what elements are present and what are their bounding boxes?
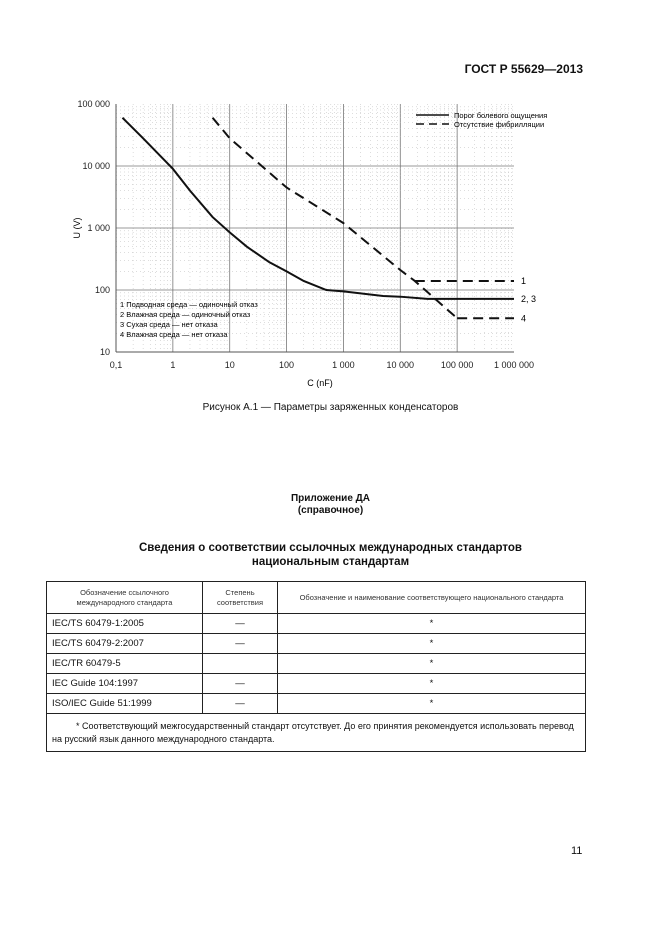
table-cell: — xyxy=(202,633,278,654)
x-tick-label: 1 000 000 xyxy=(494,360,534,370)
curve-label: 4 xyxy=(521,313,526,323)
table-cell: * xyxy=(277,653,586,674)
document-id: ГОСТ Р 55629—2013 xyxy=(464,62,583,76)
capacitor-chart: 0,1 1 10 100 1 000 10 000 100 000 1 000 000 100 … xyxy=(72,99,547,388)
table-cell: — xyxy=(202,673,278,694)
header-cell: Степень соответствия xyxy=(202,581,278,614)
x-tick-label: 10 000 xyxy=(387,360,415,370)
x-axis-label: C (nF) xyxy=(307,378,333,388)
x-tick-label: 1 000 xyxy=(332,360,355,370)
header-cell: Обозначение ссылочного международного ст… xyxy=(46,581,203,614)
x-tick-label: 1 xyxy=(170,360,175,370)
table-cell: IEC Guide 104:1997 xyxy=(46,673,203,694)
x-tick-label: 100 xyxy=(279,360,294,370)
table-row: IEC/TS 60479-1:2005— * xyxy=(46,613,586,634)
table-footnote: * Соответствующий межгосударственный ста… xyxy=(46,713,586,752)
chart-note: 1 Подводная среда — одиночный отказ xyxy=(120,300,258,309)
chart-note: 4 Влажная среда — нет отказа xyxy=(120,330,228,339)
y-axis-label: U (V) xyxy=(72,218,82,239)
table-cell xyxy=(202,653,278,674)
table-cell: — xyxy=(202,613,278,634)
y-tick-label: 100 000 xyxy=(77,99,110,109)
table-cell: * xyxy=(277,633,586,654)
y-tick-label: 1 000 xyxy=(87,223,110,233)
chart-note: 3 Сухая среда — нет отказа xyxy=(120,320,219,329)
series-line-0 xyxy=(121,117,514,300)
table-row: IEC/TS 60479-2:2007— * xyxy=(46,633,586,654)
table-cell: IEC/TS 60479-1:2005 xyxy=(46,613,203,634)
table-header-row: Обозначение ссылочного международного ст… xyxy=(46,581,586,614)
table-row: IEC/TR 60479-5 * xyxy=(46,653,586,674)
table-cell: * xyxy=(277,693,586,714)
table-cell: IEC/TS 60479-2:2007 xyxy=(46,633,203,654)
appendix-heading: Сведения о соответствии ссылочных междун… xyxy=(0,541,661,569)
table-cell: * xyxy=(277,613,586,634)
header-cell: Обозначение и наименование соответствующ… xyxy=(277,581,586,614)
chart-note: 2 Влажная среда — одиночный отказ xyxy=(120,310,251,319)
legend-label: Отсутствие фибрилляции xyxy=(454,120,544,129)
y-tick-label: 10 000 xyxy=(82,161,110,171)
table-row: IEC Guide 104:1997— * xyxy=(46,673,586,694)
table-row: ISO/IEC Guide 51:1999— * xyxy=(46,693,586,714)
heading-line-2: национальным стандартам xyxy=(251,556,410,568)
appendix-subtitle: (справочное) xyxy=(297,505,364,516)
heading-line-1: Сведения о соответствии ссылочных междун… xyxy=(138,542,522,554)
figure-caption: Рисунок А.1 — Параметры заряженных конде… xyxy=(202,402,459,413)
table-cell: ISO/IEC Guide 51:1999 xyxy=(46,693,203,714)
y-tick-label: 10 xyxy=(100,347,110,357)
curve-label: 2, 3 xyxy=(521,294,536,304)
x-tick-label: 10 xyxy=(225,360,235,370)
page-number: 11 xyxy=(571,845,583,857)
y-tick-label: 100 xyxy=(95,285,110,295)
x-tick-label: 0,1 xyxy=(110,360,123,370)
standards-table: Обозначение ссылочного международного ст… xyxy=(46,581,586,752)
x-tick-label: 100 000 xyxy=(441,360,474,370)
table-cell: * xyxy=(277,673,586,694)
table-cell: — xyxy=(202,693,278,714)
curve-label: 1 xyxy=(521,276,526,286)
legend-label: Порог болевого ощущения xyxy=(454,111,547,120)
table-cell: IEC/TR 60479-5 xyxy=(46,653,203,674)
appendix-title: Приложение ДА xyxy=(290,493,371,504)
